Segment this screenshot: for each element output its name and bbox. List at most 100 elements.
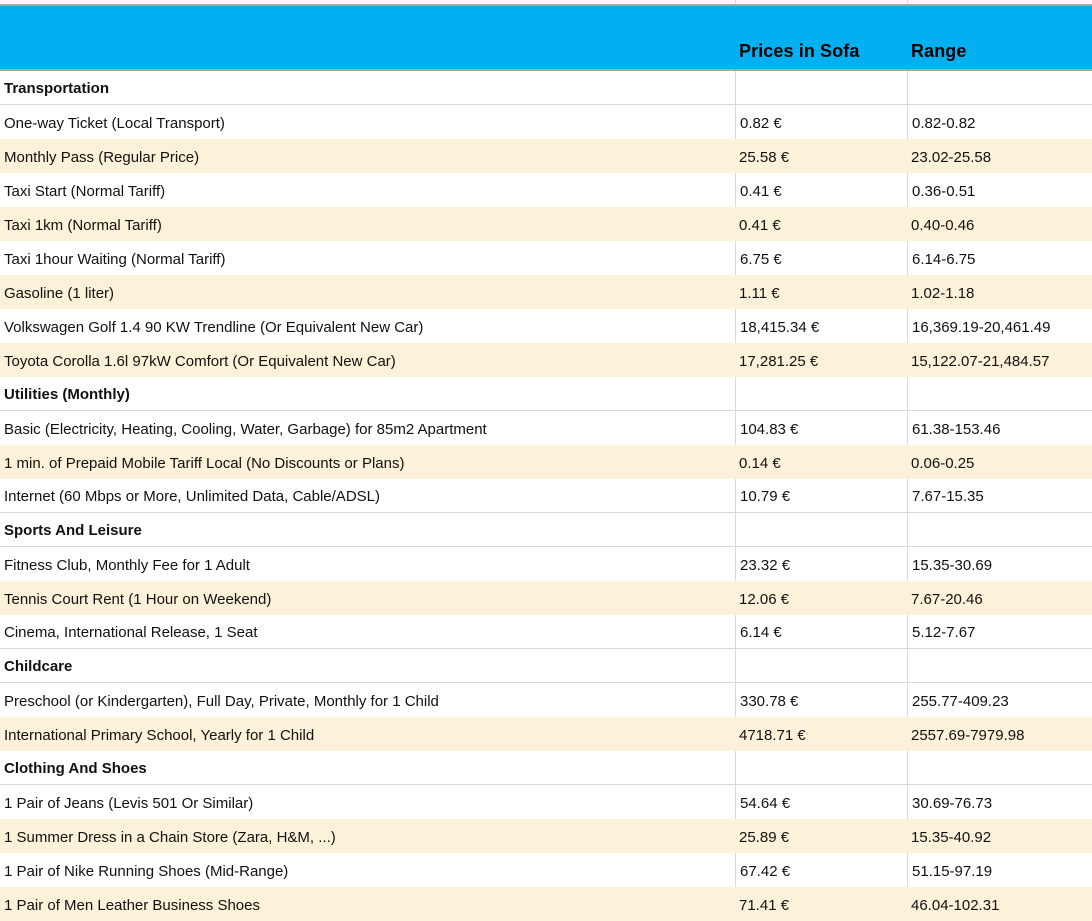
price-cell[interactable]: 330.78 € bbox=[735, 683, 907, 717]
top-strip-cell bbox=[907, 0, 1092, 4]
item-cell[interactable]: Monthly Pass (Regular Price) bbox=[4, 149, 200, 166]
item-cell[interactable]: Internet (60 Mbps or More, Unlimited Dat… bbox=[4, 488, 380, 505]
table-row: Basic (Electricity, Heating, Cooling, Wa… bbox=[0, 411, 1092, 445]
price-cell[interactable]: 0.41 € bbox=[735, 173, 907, 207]
range-cell[interactable]: 0.40-0.46 bbox=[911, 217, 975, 234]
price-cell[interactable]: 25.58 € bbox=[739, 149, 790, 166]
range-cell[interactable]: 2557.69-7979.98 bbox=[911, 727, 1025, 744]
item-cell[interactable]: Fitness Club, Monthly Fee for 1 Adult bbox=[4, 557, 250, 574]
price-cell[interactable]: 25.89 € bbox=[739, 829, 790, 846]
item-cell[interactable]: One-way Ticket (Local Transport) bbox=[4, 115, 225, 132]
item-cell[interactable]: Taxi 1hour Waiting (Normal Tariff) bbox=[4, 251, 226, 268]
top-strip-cell bbox=[0, 0, 735, 4]
item-cell[interactable]: Clothing And Shoes bbox=[4, 760, 147, 777]
item-cell[interactable]: Transportation bbox=[4, 80, 110, 97]
price-cell[interactable] bbox=[735, 751, 907, 784]
table-row: 1 min. of Prepaid Mobile Tariff Local (N… bbox=[0, 445, 1092, 479]
item-cell[interactable]: Gasoline (1 liter) bbox=[4, 285, 115, 302]
item-cell[interactable]: 1 Pair of Jeans (Levis 501 Or Similar) bbox=[4, 795, 254, 812]
price-cell[interactable]: 0.14 € bbox=[739, 455, 781, 472]
table-row: 1 Pair of Jeans (Levis 501 Or Similar) 5… bbox=[0, 785, 1092, 819]
range-cell[interactable]: 46.04-102.31 bbox=[911, 897, 1000, 914]
price-cell[interactable]: 12.06 € bbox=[739, 591, 790, 608]
range-cell[interactable]: 15,122.07-21,484.57 bbox=[911, 353, 1050, 370]
range-cell[interactable]: 0.06-0.25 bbox=[911, 455, 975, 472]
item-cell[interactable]: 1 Summer Dress in a Chain Store (Zara, H… bbox=[4, 829, 336, 846]
item-cell[interactable]: Basic (Electricity, Heating, Cooling, Wa… bbox=[4, 421, 487, 438]
range-cell[interactable] bbox=[907, 751, 1092, 784]
table-row: 1 Summer Dress in a Chain Store (Zara, H… bbox=[0, 819, 1092, 853]
price-cell[interactable] bbox=[735, 649, 907, 682]
top-strip bbox=[0, 0, 1092, 4]
price-cell[interactable] bbox=[735, 377, 907, 410]
item-cell[interactable]: Utilities (Monthly) bbox=[4, 386, 130, 403]
range-cell[interactable] bbox=[907, 513, 1092, 546]
range-cell[interactable]: 6.14-6.75 bbox=[907, 241, 1092, 275]
item-cell[interactable]: 1 min. of Prepaid Mobile Tariff Local (N… bbox=[4, 455, 405, 472]
item-cell[interactable]: Tennis Court Rent (1 Hour on Weekend) bbox=[4, 591, 272, 608]
table-row: Taxi 1hour Waiting (Normal Tariff) 6.75 … bbox=[0, 241, 1092, 275]
price-cell[interactable]: 1.11 € bbox=[739, 285, 780, 302]
range-cell[interactable]: 30.69-76.73 bbox=[907, 785, 1092, 819]
range-cell[interactable]: 51.15-97.19 bbox=[907, 853, 1092, 887]
item-cell[interactable]: Taxi 1km (Normal Tariff) bbox=[4, 217, 162, 234]
range-cell[interactable]: 0.36-0.51 bbox=[907, 173, 1092, 207]
table-row: Preschool (or Kindergarten), Full Day, P… bbox=[0, 683, 1092, 717]
item-cell[interactable]: 1 Pair of Men Leather Business Shoes bbox=[4, 897, 260, 914]
price-cell[interactable]: 0.82 € bbox=[735, 105, 907, 139]
item-cell[interactable]: Sports And Leisure bbox=[4, 522, 142, 539]
range-cell[interactable]: 23.02-25.58 bbox=[911, 149, 992, 166]
range-cell[interactable] bbox=[907, 377, 1092, 410]
price-cell[interactable]: 6.14 € bbox=[735, 615, 907, 648]
item-cell[interactable]: Childcare bbox=[4, 658, 73, 675]
item-cell[interactable]: Volkswagen Golf 1.4 90 KW Trendline (Or … bbox=[4, 319, 424, 336]
price-cell[interactable]: 18,415.34 € bbox=[735, 309, 907, 343]
table-row: Sports And Leisure bbox=[0, 513, 1092, 547]
range-cell[interactable]: 15.35-30.69 bbox=[907, 547, 1092, 581]
table-row: Childcare bbox=[0, 649, 1092, 683]
price-cell[interactable]: 0.41 € bbox=[739, 217, 781, 234]
price-cell[interactable]: 10.79 € bbox=[735, 479, 907, 512]
price-cell[interactable]: 54.64 € bbox=[735, 785, 907, 819]
price-cell[interactable] bbox=[735, 513, 907, 546]
table-row: Taxi Start (Normal Tariff) 0.41 € 0.36-0… bbox=[0, 173, 1092, 207]
price-cell[interactable]: 67.42 € bbox=[735, 853, 907, 887]
range-cell[interactable]: 255.77-409.23 bbox=[907, 683, 1092, 717]
range-cell[interactable]: 16,369.19-20,461.49 bbox=[907, 309, 1092, 343]
range-cell[interactable]: 7.67-15.35 bbox=[907, 479, 1092, 512]
price-cell[interactable]: 23.32 € bbox=[735, 547, 907, 581]
range-cell[interactable]: 15.35-40.92 bbox=[911, 829, 992, 846]
item-cell[interactable]: Cinema, International Release, 1 Seat bbox=[4, 624, 258, 641]
price-cell[interactable]: 71.41 € bbox=[739, 897, 790, 914]
price-cell[interactable]: 4718.71 € bbox=[739, 727, 806, 744]
item-cell[interactable]: Taxi Start (Normal Tariff) bbox=[4, 183, 166, 200]
table-body: Transportation One-way Ticket (Local Tra… bbox=[0, 71, 1092, 921]
table-row: Transportation bbox=[0, 71, 1092, 105]
column-header-prices[interactable]: Prices in Sofa bbox=[739, 41, 860, 61]
column-header-item[interactable] bbox=[0, 6, 735, 69]
column-header-range[interactable]: Range bbox=[911, 41, 967, 61]
range-cell[interactable]: 7.67-20.46 bbox=[911, 591, 983, 608]
range-cell[interactable]: 1.02-1.18 bbox=[911, 285, 975, 302]
item-cell[interactable]: Toyota Corolla 1.6l 97kW Comfort (Or Equ… bbox=[4, 353, 396, 370]
item-cell[interactable]: International Primary School, Yearly for… bbox=[4, 727, 315, 744]
range-cell[interactable] bbox=[907, 649, 1092, 682]
table-row: Volkswagen Golf 1.4 90 KW Trendline (Or … bbox=[0, 309, 1092, 343]
range-cell[interactable]: 0.82-0.82 bbox=[907, 105, 1092, 139]
table-row: One-way Ticket (Local Transport) 0.82 € … bbox=[0, 105, 1092, 139]
table-row: Monthly Pass (Regular Price) 25.58 € 23.… bbox=[0, 139, 1092, 173]
range-cell[interactable]: 61.38-153.46 bbox=[907, 411, 1092, 445]
price-cell[interactable]: 17,281.25 € bbox=[739, 353, 819, 370]
table-row: International Primary School, Yearly for… bbox=[0, 717, 1092, 751]
price-cell[interactable]: 6.75 € bbox=[735, 241, 907, 275]
table-row: Internet (60 Mbps or More, Unlimited Dat… bbox=[0, 479, 1092, 513]
price-cell[interactable] bbox=[735, 71, 907, 104]
table-row: Utilities (Monthly) bbox=[0, 377, 1092, 411]
table-row: Taxi 1km (Normal Tariff) 0.41 € 0.40-0.4… bbox=[0, 207, 1092, 241]
price-cell[interactable]: 104.83 € bbox=[735, 411, 907, 445]
item-cell[interactable]: Preschool (or Kindergarten), Full Day, P… bbox=[4, 693, 439, 710]
item-cell[interactable]: 1 Pair of Nike Running Shoes (Mid-Range) bbox=[4, 863, 289, 880]
table-row: Tennis Court Rent (1 Hour on Weekend) 12… bbox=[0, 581, 1092, 615]
range-cell[interactable]: 5.12-7.67 bbox=[907, 615, 1092, 648]
range-cell[interactable] bbox=[907, 71, 1092, 104]
